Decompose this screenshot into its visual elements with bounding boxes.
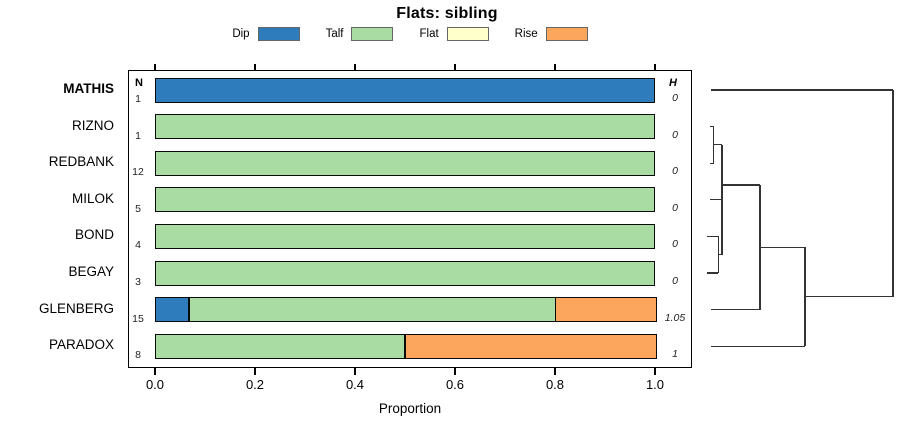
legend-label: Talf bbox=[325, 28, 344, 40]
h-value: 0 bbox=[672, 128, 678, 141]
h-value: 1.05 bbox=[664, 311, 686, 324]
h-value: 0 bbox=[672, 238, 678, 251]
h-value: 0 bbox=[672, 165, 678, 178]
x-top-tick bbox=[154, 63, 156, 70]
row-label: MATHIS bbox=[63, 81, 114, 96]
x-tick-label: 0.6 bbox=[445, 377, 465, 392]
x-top-tick bbox=[254, 63, 256, 70]
chart-title: Flats: sibling bbox=[396, 5, 498, 22]
h-value: 0 bbox=[672, 275, 678, 287]
dendrogram-segment bbox=[717, 236, 719, 273]
x-top-tick bbox=[554, 63, 556, 70]
bar-segment bbox=[155, 114, 655, 140]
dendrogram-segment bbox=[804, 247, 806, 347]
row-label: BEGAY bbox=[68, 264, 114, 279]
dendrogram-segment bbox=[711, 309, 760, 311]
x-tick bbox=[354, 368, 356, 375]
dendrogram-segment bbox=[707, 272, 719, 274]
legend-label: Rise bbox=[514, 28, 538, 40]
n-value: 5 bbox=[135, 202, 141, 215]
legend-label: Flat bbox=[419, 28, 439, 40]
bar-segment bbox=[155, 77, 655, 103]
row-label: REDBANK bbox=[48, 154, 114, 170]
row-label: PARADOX bbox=[48, 337, 114, 353]
dendrogram-segment bbox=[759, 185, 761, 310]
n-value: 3 bbox=[135, 276, 141, 288]
dendrogram-segment bbox=[805, 296, 893, 298]
x-tick-label: 0.2 bbox=[245, 377, 265, 392]
dendrogram-segment bbox=[760, 246, 805, 248]
row-label: BOND bbox=[74, 227, 114, 243]
h-column-header: H bbox=[669, 77, 677, 89]
dendrogram-segment bbox=[892, 90, 894, 297]
legend-swatch bbox=[257, 27, 300, 41]
x-tick bbox=[654, 368, 656, 375]
row-label: RIZNO bbox=[72, 117, 114, 133]
x-top-tick bbox=[454, 63, 456, 70]
x-tick-label: 0.4 bbox=[345, 377, 365, 392]
dendrogram-segment bbox=[718, 254, 722, 256]
dendrogram-segment bbox=[710, 199, 722, 201]
h-value: 0 bbox=[672, 201, 678, 214]
bar-segment bbox=[155, 260, 655, 286]
bar-segment bbox=[155, 150, 655, 176]
h-value: 0 bbox=[672, 92, 678, 104]
dendrogram-segment bbox=[713, 144, 722, 146]
dendrogram-segment bbox=[707, 235, 719, 237]
legend-item: Talf bbox=[326, 27, 394, 41]
legend-swatch bbox=[545, 27, 588, 41]
x-tick-label: 1.0 bbox=[645, 377, 665, 392]
x-top-tick bbox=[354, 63, 356, 70]
bar-segment bbox=[155, 297, 189, 323]
n-value: 4 bbox=[135, 239, 141, 252]
n-value: 1 bbox=[135, 93, 141, 105]
bar-segment bbox=[405, 333, 657, 359]
x-tick bbox=[554, 368, 556, 375]
x-tick bbox=[154, 368, 156, 375]
legend-swatch bbox=[446, 27, 489, 41]
x-tick-label: 0.0 bbox=[145, 377, 165, 392]
legend-item: Flat bbox=[419, 27, 489, 41]
n-value: 8 bbox=[135, 349, 141, 362]
n-column-header: N bbox=[135, 77, 143, 89]
x-top-tick bbox=[654, 63, 656, 70]
bar-segment bbox=[155, 333, 405, 359]
bar-segment bbox=[155, 187, 655, 213]
n-value: 15 bbox=[132, 312, 144, 325]
dendrogram-segment bbox=[711, 89, 893, 91]
row-label: MILOK bbox=[71, 190, 114, 206]
n-value: 12 bbox=[132, 166, 144, 179]
dendrogram-segment bbox=[722, 184, 760, 186]
x-tick bbox=[254, 368, 256, 375]
dendrogram-segment bbox=[711, 345, 805, 347]
bar-segment bbox=[555, 297, 657, 323]
legend-item: Rise bbox=[515, 27, 588, 41]
legend-item: Dip bbox=[232, 27, 300, 41]
h-value: 1 bbox=[672, 348, 678, 361]
x-axis-title: Proportion bbox=[378, 401, 442, 416]
legend-label: Dip bbox=[232, 28, 250, 40]
legend: Dip Talf Flat Rise bbox=[128, 25, 692, 43]
x-tick bbox=[454, 368, 456, 375]
dendrogram-segment bbox=[710, 162, 714, 164]
legend-swatch bbox=[351, 27, 394, 41]
dendrogram-segment bbox=[712, 126, 715, 164]
x-tick-label: 0.8 bbox=[545, 377, 565, 392]
row-label: GLENBERG bbox=[38, 300, 114, 316]
dendrogram-segment bbox=[710, 126, 714, 128]
bar-segment bbox=[155, 223, 655, 249]
bar-segment bbox=[189, 297, 557, 323]
n-value: 1 bbox=[135, 129, 141, 142]
